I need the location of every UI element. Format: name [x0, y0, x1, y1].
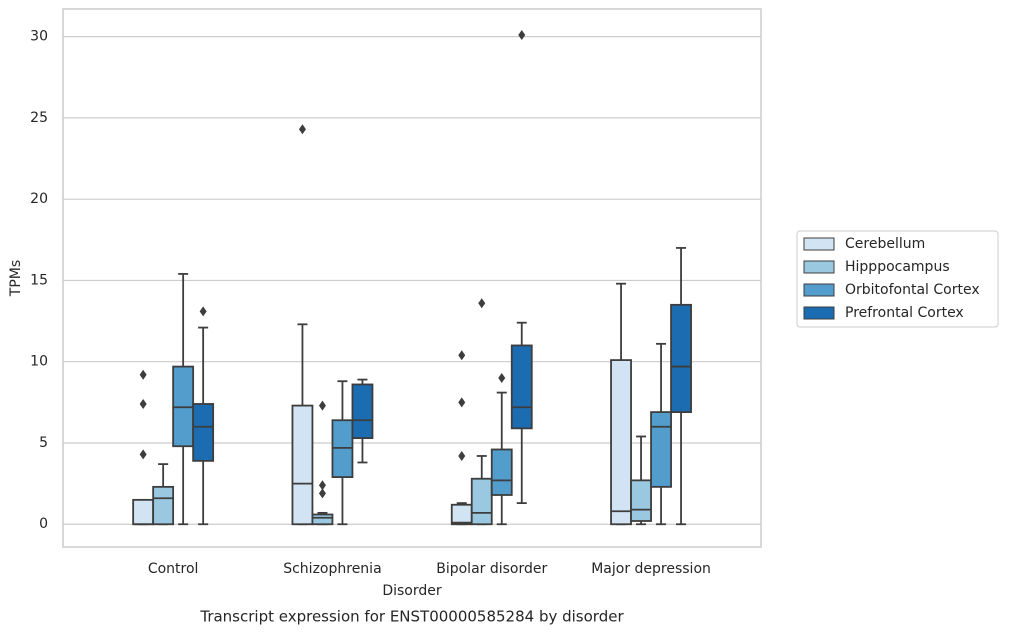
legend-label: Prefrontal Cortex [845, 305, 964, 321]
outlier [478, 298, 486, 309]
box [192, 403, 215, 462]
box [610, 359, 632, 526]
box [132, 498, 155, 526]
legend-swatch [803, 260, 835, 274]
y-tick-label: 10 [30, 354, 48, 370]
y-tick-label: 0 [39, 516, 48, 532]
plot-frame [62, 8, 762, 548]
outlier [318, 488, 326, 499]
x-tick-label: Major depression [591, 561, 711, 577]
outlier [318, 400, 326, 411]
outlier [458, 350, 466, 361]
box [311, 513, 334, 526]
legend-label: Hipppocampus [845, 259, 950, 275]
outlier [458, 450, 466, 461]
legend-label: Orbitofontal Cortex [845, 282, 980, 298]
x-tick-label: Schizophrenia [283, 561, 381, 577]
outlier [139, 449, 147, 460]
box [650, 411, 672, 488]
y-tick-label: 5 [39, 435, 48, 451]
legend-swatch [803, 283, 835, 297]
y-tick-label: 15 [30, 272, 48, 288]
outlier [139, 398, 147, 409]
box [510, 344, 533, 430]
outlier [458, 397, 466, 408]
x-tick-label: Bipolar disorder [436, 561, 547, 577]
box [291, 404, 314, 526]
outlier [199, 306, 207, 317]
box [630, 479, 652, 522]
legend-swatch [803, 237, 835, 251]
outlier [518, 30, 526, 41]
box [152, 485, 175, 526]
y-tick-label: 20 [30, 191, 48, 207]
box [470, 477, 493, 526]
outlier [498, 372, 506, 383]
box [490, 448, 513, 496]
legend-frame [796, 230, 999, 328]
box [450, 503, 473, 526]
legend-swatch [803, 306, 835, 320]
y-axis-label: TPMs [8, 260, 24, 297]
box [351, 383, 374, 439]
outlier [139, 369, 147, 380]
y-tick-label: 25 [30, 110, 48, 126]
x-tick-label: Control [148, 561, 199, 577]
y-tick-label: 30 [30, 29, 48, 45]
outlier [318, 480, 326, 491]
x-axis-label: Disorder [382, 583, 442, 599]
legend-label: Cerebellum [845, 236, 925, 252]
box [670, 303, 692, 413]
chart-title: Transcript expression for ENST0000058528… [199, 608, 624, 626]
outlier [298, 124, 306, 135]
